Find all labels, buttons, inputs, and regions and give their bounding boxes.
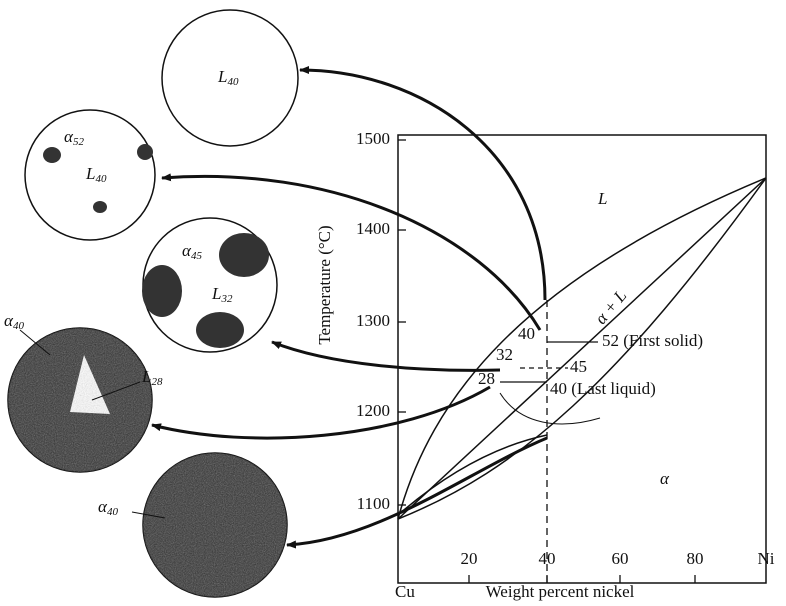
symbol: L	[217, 67, 227, 86]
y-tick-label: 1100	[357, 494, 390, 513]
y-tick-label: 1500	[356, 129, 390, 148]
x-tick-label: 20	[461, 549, 478, 568]
symbol: L	[211, 284, 221, 303]
subscript: 40	[227, 76, 239, 88]
symbol: α	[4, 311, 14, 330]
subscript: 32	[220, 293, 233, 305]
microstructure	[161, 9, 299, 147]
region-label: L	[597, 189, 607, 208]
symbol: α	[98, 497, 108, 516]
leader	[131, 511, 166, 519]
x-tick-label: 80	[687, 549, 704, 568]
plot-frame	[397, 134, 767, 584]
tie-line-boundary	[397, 177, 767, 520]
subscript: 40	[95, 173, 107, 185]
solidus	[397, 177, 767, 520]
liquidus	[397, 177, 767, 520]
annotation: 52 (First solid)	[602, 331, 703, 350]
symbol: L	[85, 164, 95, 183]
annotation: 40	[518, 324, 535, 343]
arrows	[151, 66, 548, 549]
phase-label: L40	[217, 67, 239, 88]
x-tick-label: Cu	[395, 582, 415, 601]
symbol: L	[141, 367, 151, 386]
symbol: α	[64, 127, 74, 146]
region-label: α + L	[591, 286, 630, 328]
x-tick-label: 40	[539, 549, 556, 568]
y-tick-label: 1300	[356, 311, 390, 330]
annotation: 40 (Last liquid)	[550, 379, 656, 398]
y-tick-label: 1200	[356, 401, 390, 420]
subscript: 45	[191, 250, 203, 262]
region-label: α	[660, 469, 670, 488]
annotation: 45	[570, 357, 587, 376]
x-tick-label: Ni	[758, 549, 775, 568]
ticks	[398, 139, 696, 583]
subscript: 28	[151, 376, 163, 388]
phase-label: α52	[64, 127, 84, 148]
subscript: 40	[13, 320, 25, 332]
subscript: 40	[107, 506, 119, 518]
y-axis-label: Temperature (°C)	[315, 225, 334, 344]
phase-label: L28	[141, 367, 163, 388]
texture	[143, 453, 287, 597]
leader	[499, 392, 601, 425]
phase-label: α40	[98, 497, 118, 518]
leader	[19, 329, 51, 356]
subscript: 52	[73, 136, 85, 148]
annotation: 28	[478, 369, 495, 388]
tie-lines	[500, 341, 598, 383]
phase-label: L32	[211, 284, 233, 305]
grains	[43, 144, 153, 213]
microstructure	[24, 109, 156, 241]
phase-label: L40	[85, 164, 107, 185]
phase-label: α40	[4, 311, 24, 332]
x-tick-label: 60	[612, 549, 629, 568]
annotation: 32	[496, 345, 513, 364]
y-tick-label: 1400	[356, 219, 390, 238]
texture	[8, 328, 152, 472]
symbol: α	[182, 241, 192, 260]
x-axis-label: Weight percent nickel	[486, 582, 635, 601]
grains	[142, 233, 269, 348]
phase-label: α45	[182, 241, 202, 262]
leader	[91, 381, 141, 401]
cooling-curve	[397, 434, 548, 516]
